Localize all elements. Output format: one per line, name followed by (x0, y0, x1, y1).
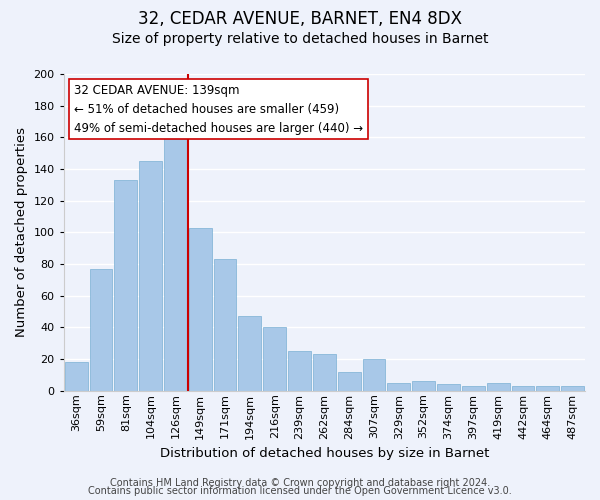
Bar (313, 354, 336, 391)
Bar (388, 383, 410, 391)
Bar (263, 328, 286, 391)
Text: Size of property relative to detached houses in Barnet: Size of property relative to detached ho… (112, 32, 488, 46)
Bar (164, 130, 187, 391)
Bar (65, 362, 88, 391)
Bar (338, 372, 361, 391)
Bar (214, 260, 236, 391)
Bar (89, 269, 112, 391)
Bar (536, 386, 559, 391)
Bar (561, 386, 584, 391)
Text: Contains public sector information licensed under the Open Government Licence v3: Contains public sector information licen… (88, 486, 512, 496)
Bar (288, 351, 311, 391)
Bar (512, 386, 535, 391)
X-axis label: Distribution of detached houses by size in Barnet: Distribution of detached houses by size … (160, 447, 489, 460)
Text: Contains HM Land Registry data © Crown copyright and database right 2024.: Contains HM Land Registry data © Crown c… (110, 478, 490, 488)
Text: 32 CEDAR AVENUE: 139sqm
← 51% of detached houses are smaller (459)
49% of semi-d: 32 CEDAR AVENUE: 139sqm ← 51% of detache… (74, 84, 363, 134)
Bar (412, 382, 435, 391)
Y-axis label: Number of detached properties: Number of detached properties (15, 128, 28, 338)
Bar (362, 359, 385, 391)
Bar (139, 161, 162, 391)
Bar (437, 384, 460, 391)
Bar (115, 180, 137, 391)
Bar (189, 228, 212, 391)
Bar (462, 386, 485, 391)
Bar (238, 316, 262, 391)
Text: 32, CEDAR AVENUE, BARNET, EN4 8DX: 32, CEDAR AVENUE, BARNET, EN4 8DX (138, 10, 462, 28)
Bar (487, 383, 509, 391)
